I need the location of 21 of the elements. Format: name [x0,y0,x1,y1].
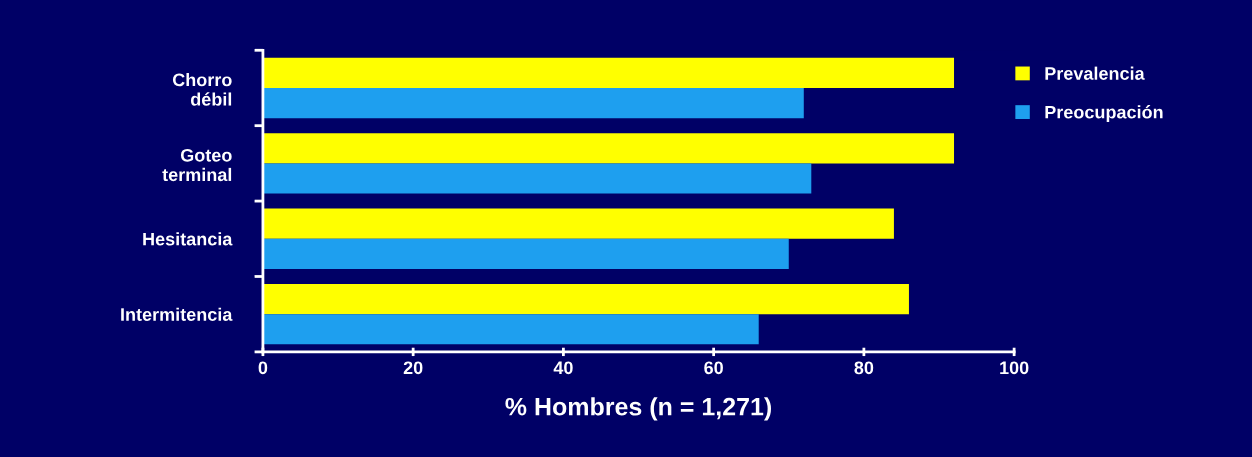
x-tick-label: 0 [258,361,268,375]
bar [262,208,894,239]
x-tick-label: 60 [704,361,723,375]
y-tick-label: Goteo terminal [162,148,232,182]
legend-label: Prevalencia [1045,66,1145,80]
x-axis-title: % Hombres (n = 1,271) [505,397,772,421]
legend-label: Preocupación [1045,105,1163,123]
x-tick-label: 20 [403,361,423,375]
x-tick-label: 40 [553,361,573,375]
y-tick-label: Hesitancia [143,232,233,246]
bar [262,314,759,345]
y-tick-label: Chorro débil [172,73,232,106]
bar [262,284,909,315]
x-tick-label: 100 [1000,361,1029,375]
bar [262,238,789,269]
bar [262,163,812,194]
bar [262,87,804,119]
y-tick-label: Intermitencia [121,307,233,321]
bar [262,133,955,164]
bar [262,57,955,88]
x-tick-label: 80 [854,361,874,375]
